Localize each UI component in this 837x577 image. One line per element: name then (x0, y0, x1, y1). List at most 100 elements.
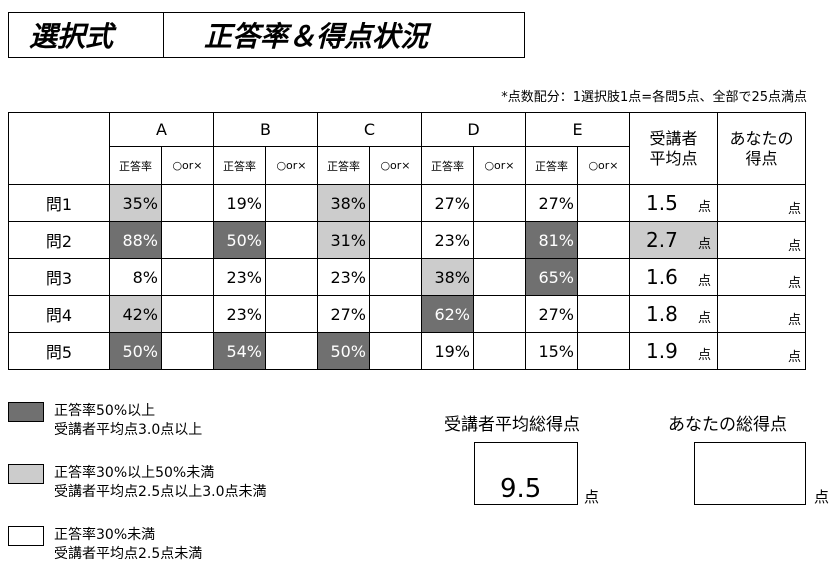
ox-subheader: ○or× (161, 146, 214, 185)
your-score-cell[interactable]: 点 (717, 221, 806, 259)
correct-rate-subheader: 正答率 (213, 146, 266, 185)
avg-score-value: 1.6 (646, 265, 678, 289)
question-label: 問4 (8, 295, 110, 333)
ox-subheader: ○or× (265, 146, 318, 185)
correct-rate-cell: 31% (317, 221, 370, 259)
correct-rate-cell: 65% (525, 258, 578, 296)
avg-score-cell: 1.5 点 (629, 184, 718, 222)
table-row: 問5 50% 54% 50% 19% 15% 1.9 点点 (8, 332, 806, 370)
correct-rate-cell: 35% (109, 184, 162, 222)
table-row: 問4 42% 23% 27% 62% 27% 1.8 点 点 (8, 295, 806, 333)
ox-input-cell[interactable] (577, 295, 630, 333)
ox-input-cell[interactable] (161, 332, 214, 370)
header-row-choices: A B C D E 受講者 平均点 あなたの 得点 (8, 112, 806, 185)
correct-rate-cell: 50% (213, 221, 266, 259)
correct-rate-cell: 27% (317, 295, 370, 333)
correct-rate-cell: 27% (421, 184, 474, 222)
avg-score-cell: 1.9 点 (629, 332, 718, 370)
choice-header: E (525, 112, 630, 147)
your-score-header: あなたの 得点 (717, 112, 806, 185)
your-score-cell[interactable]: 点 (717, 184, 806, 222)
your-score-unit: 点 (787, 276, 801, 291)
ox-subheader: ○or× (369, 146, 422, 185)
your-score-cell[interactable]: 点 (717, 295, 806, 333)
correct-rate-cell: 23% (317, 258, 370, 296)
ox-input-cell[interactable] (577, 184, 630, 222)
ox-input-cell[interactable] (473, 295, 526, 333)
correct-rate-cell: 23% (421, 221, 474, 259)
avg-score-value: 1.5 (646, 191, 678, 215)
ox-input-cell[interactable] (473, 221, 526, 259)
corner-cell (8, 112, 110, 185)
ox-input-cell[interactable] (369, 332, 422, 370)
your-score-cell[interactable]: 点 (717, 332, 806, 370)
ox-input-cell[interactable] (161, 258, 214, 296)
correct-rate-cell: 42% (109, 295, 162, 333)
avg-score-cell: 2.7 点 (629, 221, 718, 259)
correct-rate-cell: 62% (421, 295, 474, 333)
correct-rate-cell: 8% (109, 258, 162, 296)
ox-input-cell[interactable] (369, 184, 422, 222)
ox-input-cell[interactable] (473, 184, 526, 222)
avg-total-label: 受講者平均総得点 (444, 415, 580, 435)
legend-item: 正答率30%未満 受講者平均点2.5点未満 (8, 526, 202, 564)
legend-swatch (8, 526, 44, 546)
your-total-unit: 点 (814, 488, 830, 506)
question-label: 問5 (8, 332, 110, 370)
your-total-box[interactable] (694, 442, 806, 505)
legend-item: 正答率30%以上50%未満 受講者平均点2.5点以上3.0点未満 (8, 464, 267, 502)
correct-rate-cell: 19% (421, 332, 474, 370)
question-label: 問1 (8, 184, 110, 222)
title-box: 選択式 正答率＆得点状況 (8, 12, 525, 58)
ox-input-cell[interactable] (161, 184, 214, 222)
avg-score-wrap: 1.9 点 (630, 339, 717, 363)
choice-header: D (421, 112, 526, 147)
ox-input-cell[interactable] (473, 332, 526, 370)
avg-score-value: 1.8 (646, 302, 678, 326)
ox-input-cell[interactable] (265, 332, 318, 370)
legend-line2: 受講者平均点3.0点以上 (54, 422, 203, 438)
ox-input-cell[interactable] (369, 295, 422, 333)
ox-input-cell[interactable] (265, 221, 318, 259)
avg-score-value: 1.9 (646, 339, 678, 363)
correct-rate-cell: 23% (213, 258, 266, 296)
ox-input-cell[interactable] (577, 221, 630, 259)
ox-input-cell[interactable] (161, 295, 214, 333)
ox-input-cell[interactable] (265, 295, 318, 333)
legend-line1: 正答率50%以上 (54, 403, 156, 419)
scoring-note: *点数配分：1選択肢1点=各問5点、全部で25点満点 (501, 90, 807, 105)
correct-rate-subheader: 正答率 (317, 146, 370, 185)
avg-score-cell: 1.8 点 (629, 295, 718, 333)
ox-input-cell[interactable] (577, 258, 630, 296)
ox-input-cell[interactable] (369, 221, 422, 259)
avg-score-unit: 点 (697, 311, 711, 326)
ox-subheader: ○or× (577, 146, 630, 185)
ox-input-cell[interactable] (577, 332, 630, 370)
avg-total-value: 9.5 (500, 474, 542, 504)
ox-input-cell[interactable] (161, 221, 214, 259)
correct-rate-cell: 88% (109, 221, 162, 259)
ox-input-cell[interactable] (265, 258, 318, 296)
title-left: 選択式 (9, 13, 164, 57)
avg-total-box (474, 442, 578, 505)
avg-score-header: 受講者 平均点 (629, 112, 718, 185)
legend-swatch (8, 464, 44, 484)
correct-rate-cell: 50% (317, 332, 370, 370)
your-score-unit: 点 (787, 313, 801, 328)
correct-rate-subheader: 正答率 (525, 146, 578, 185)
choice-header: A (109, 112, 214, 147)
table-row: 問2 88% 50% 31% 23% 81% 2.7 点 点 (8, 221, 806, 259)
correct-rate-cell: 50% (109, 332, 162, 370)
correct-rate-cell: 81% (525, 221, 578, 259)
legend-line2: 受講者平均点2.5点以上3.0点未満 (54, 484, 267, 500)
ox-input-cell[interactable] (265, 184, 318, 222)
header-row-sub: 正答率 ○or× 正答率 ○or× 正答率 ○or× 正答率 ○or× 正答率 ○or× (9, 146, 806, 185)
avg-score-cell: 1.6 点 (629, 258, 718, 296)
table-row: 問1 35% 19% 38% 27% 27% 1.5 点 点 (8, 184, 806, 222)
avg-score-unit: 点 (697, 348, 711, 363)
ox-input-cell[interactable] (369, 258, 422, 296)
avg-score-value: 2.7 (646, 228, 678, 252)
your-score-cell[interactable]: 点 (717, 258, 806, 296)
ox-input-cell[interactable] (473, 258, 526, 296)
table-row: 問3 8% 23% 23% 38% 65% 1.6 点 点 (8, 258, 806, 296)
